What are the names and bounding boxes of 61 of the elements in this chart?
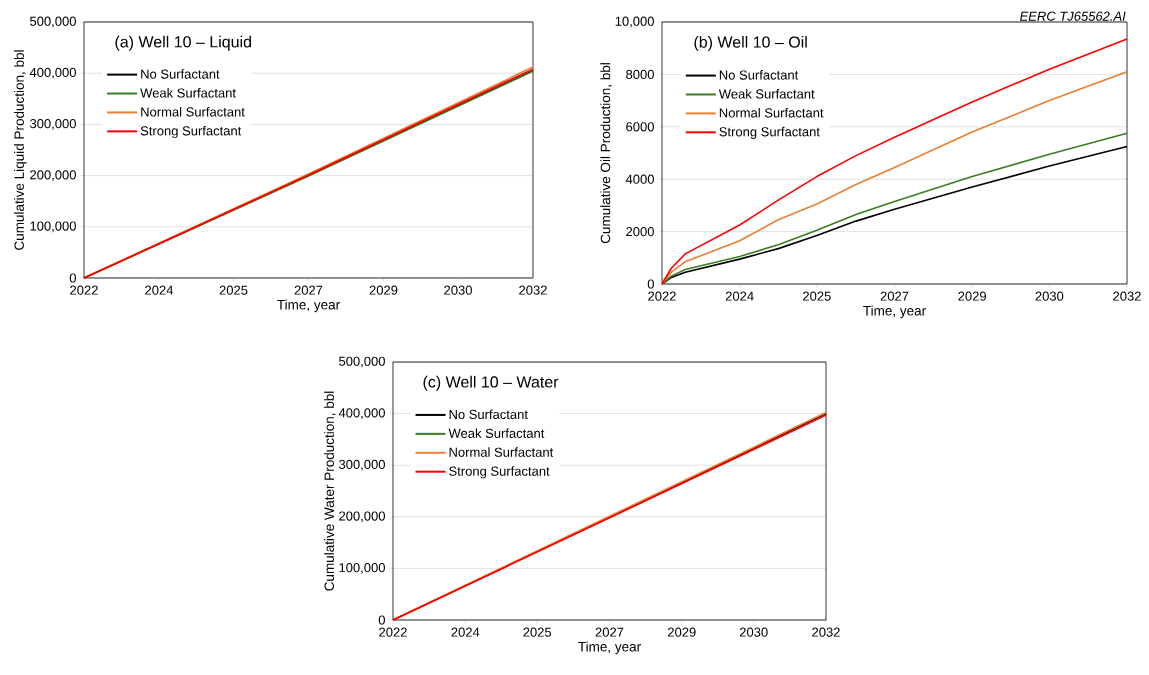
legend-label: Normal Surfactant bbox=[141, 106, 245, 117]
x-tick-label: 2030 bbox=[444, 285, 472, 295]
y-tick-label: 400,000 bbox=[338, 408, 385, 419]
x-tick-label: 2024 bbox=[451, 627, 480, 637]
y-tick-label: 0 bbox=[378, 615, 385, 625]
y-tick-label: 300,000 bbox=[339, 459, 385, 471]
legend-label: Strong Surfactant bbox=[719, 126, 820, 139]
x-tick-label: 2029 bbox=[958, 291, 987, 301]
y-tick-label: 2000 bbox=[626, 226, 654, 237]
x-axis-title: Time, year bbox=[863, 305, 926, 319]
x-tick-label: 2025 bbox=[803, 291, 831, 301]
x-tick-label: 2030 bbox=[739, 627, 768, 637]
y-tick-label: 0 bbox=[69, 273, 76, 283]
x-tick-label: 2022 bbox=[379, 627, 407, 637]
text: (a) Well 10 – Liquid bbox=[115, 35, 251, 51]
x-tick-label: 2029 bbox=[369, 285, 398, 295]
x-tick-label: 2032 bbox=[519, 285, 547, 295]
x-tick-label: 2027 bbox=[595, 627, 624, 637]
x-axis-title: Time, year bbox=[578, 641, 641, 655]
y-tick-label: 100,000 bbox=[339, 563, 385, 574]
y-tick-label: 6000 bbox=[626, 122, 654, 132]
legend-label: Normal Surfactant bbox=[449, 447, 554, 457]
x-tick-label: 2024 bbox=[725, 291, 754, 301]
y-tick-label: 4000 bbox=[625, 174, 654, 184]
x-tick-label: 2022 bbox=[648, 291, 676, 301]
legend-label: No Surfactant bbox=[449, 409, 528, 420]
x-tick-label: 2024 bbox=[145, 285, 174, 295]
x-tick-label: 2029 bbox=[668, 627, 696, 637]
text: EERC TJ65562.AI bbox=[1020, 11, 1126, 21]
legend-label: No Surfactant bbox=[141, 69, 220, 79]
legend-label: No Surfactant bbox=[719, 70, 799, 80]
x-tick-label: 2032 bbox=[1113, 291, 1141, 301]
x-tick-label: 2027 bbox=[880, 291, 909, 301]
y-tick-label: 400,000 bbox=[29, 67, 76, 79]
x-tick-label: 2030 bbox=[1035, 291, 1064, 301]
legend-label: Weak Surfactant bbox=[448, 428, 545, 438]
legend-label: Weak Surfactant bbox=[718, 89, 815, 99]
y-axis-title: Cumulative Water Production, bbl bbox=[324, 391, 336, 591]
y-tick-label: 500,000 bbox=[30, 16, 76, 28]
y-tick-label: 200,000 bbox=[30, 170, 76, 181]
y-tick-label: 8000 bbox=[626, 69, 654, 79]
x-tick-label: 2025 bbox=[523, 627, 552, 637]
x-tick-label: 2032 bbox=[812, 627, 840, 637]
text: (b) Well 10 – Oil bbox=[694, 36, 807, 51]
y-tick-label: 300,000 bbox=[29, 119, 76, 130]
legend-label: Weak Surfactant bbox=[140, 88, 236, 98]
x-tick-label: 2025 bbox=[219, 285, 248, 295]
x-tick-label: 2027 bbox=[294, 285, 323, 295]
y-axis-title: Cumulative Oil Production, bbl bbox=[600, 63, 612, 244]
y-tick-label: 500,000 bbox=[339, 356, 385, 368]
x-tick-label: 2022 bbox=[70, 285, 98, 295]
y-axis-title: Cumulative Liquid Production, bbl bbox=[14, 50, 27, 250]
y-tick-label: 10,000 bbox=[615, 16, 654, 28]
y-tick-label: 200,000 bbox=[339, 511, 385, 523]
y-tick-label: 100,000 bbox=[30, 221, 76, 233]
x-axis-title: Time, year bbox=[277, 299, 340, 313]
legend-label: Strong Surfactant bbox=[449, 466, 550, 479]
legend-label: Normal Surfactant bbox=[719, 107, 824, 118]
legend-label: Strong Surfactant bbox=[140, 125, 242, 139]
text: (c) Well 10 – Water bbox=[423, 375, 559, 391]
y-tick-label: 0 bbox=[647, 279, 654, 289]
